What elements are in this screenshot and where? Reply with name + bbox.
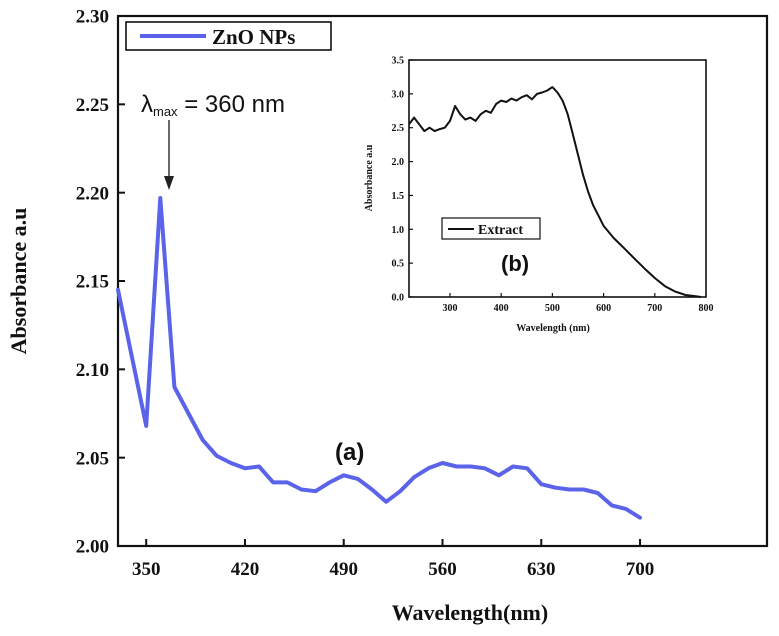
inset-y-tick-label: 0.5 (392, 259, 405, 270)
inset-y-axis-title: Absorbance a.u (364, 144, 375, 211)
inset-panel-label: (b) (501, 251, 529, 276)
main-x-tick-label: 560 (428, 559, 457, 580)
inset-legend-box (441, 217, 541, 240)
inset-series-line-extract (408, 86, 702, 298)
lambda-subscript: max (153, 104, 178, 119)
inset-x-tick-label: 700 (647, 303, 662, 314)
main-x-tick-label: 350 (132, 559, 161, 580)
inset-chart: 0.0 0.5 1.0 1.5 2.0 2.5 3.0 3.5 300 400 500 600 700… (364, 56, 714, 335)
main-x-tick-label: 700 (626, 559, 655, 580)
inset-y-tick-label: 3.5 (392, 56, 405, 67)
inset-legend-label: Extract (478, 223, 523, 238)
main-y-tick-label: 2.15 (76, 272, 109, 293)
inset-y-tick-label: 2.0 (392, 157, 405, 168)
inset-plot-frame (408, 59, 707, 298)
inset-y-tick-label: 0.0 (392, 293, 405, 304)
lambda-max-value: = 360 nm (178, 91, 285, 118)
main-legend-label: ZnO NPs (212, 25, 295, 49)
lambda-max-label: λmax = 360 nm (141, 91, 285, 119)
inset-y-tick-label: 1.0 (392, 225, 405, 236)
lambda-max-arrow-head (164, 176, 174, 190)
inset-y-tick-label: 2.5 (392, 123, 405, 134)
main-legend: ZnO NPs (125, 21, 332, 51)
main-series-line-zno-nps (116, 196, 642, 520)
main-y-tick-label: 2.00 (76, 537, 109, 558)
inset-y-axis: 0.0 0.5 1.0 1.5 2.0 2.5 3.0 3.5 (392, 56, 413, 304)
main-y-axis-title: Absorbance a.u (6, 208, 31, 355)
main-chart: 2.00 2.05 2.10 2.15 2.20 2.25 2.30 350 420 490 56… (6, 7, 769, 625)
main-panel-label: (a) (335, 439, 364, 466)
main-x-tick-label: 420 (231, 559, 260, 580)
main-y-tick-label: 2.10 (76, 360, 109, 381)
main-y-tick-label: 2.20 (76, 183, 109, 204)
main-y-axis: 2.00 2.05 2.10 2.15 2.20 2.25 2.30 (76, 7, 125, 558)
main-x-axis-title: Wavelength(nm) (392, 600, 548, 625)
inset-x-tick-label: 400 (494, 303, 509, 314)
main-y-tick-label: 2.05 (76, 448, 109, 469)
inset-legend: Extract (441, 217, 541, 240)
inset-x-tick-label: 500 (545, 303, 560, 314)
main-x-axis: 350 420 490 560 630 700 (132, 539, 654, 580)
main-x-tick-label: 630 (527, 559, 556, 580)
main-y-tick-label: 2.25 (76, 95, 109, 116)
inset-x-axis: 300 400 500 600 700 800 (442, 293, 714, 314)
inset-x-tick-label: 300 (442, 303, 457, 314)
inset-x-tick-label: 600 (596, 303, 611, 314)
lambda-max-annotation: λmax = 360 nm (141, 91, 285, 190)
inset-x-tick-label: 800 (699, 303, 714, 314)
inset-x-axis-title: Wavelength (nm) (516, 323, 590, 334)
lambda-symbol: λ (141, 91, 153, 118)
inset-y-tick-label: 3.0 (392, 89, 405, 100)
main-y-tick-label: 2.30 (76, 7, 109, 28)
main-x-tick-label: 490 (329, 559, 358, 580)
inset-y-tick-label: 1.5 (392, 191, 405, 202)
